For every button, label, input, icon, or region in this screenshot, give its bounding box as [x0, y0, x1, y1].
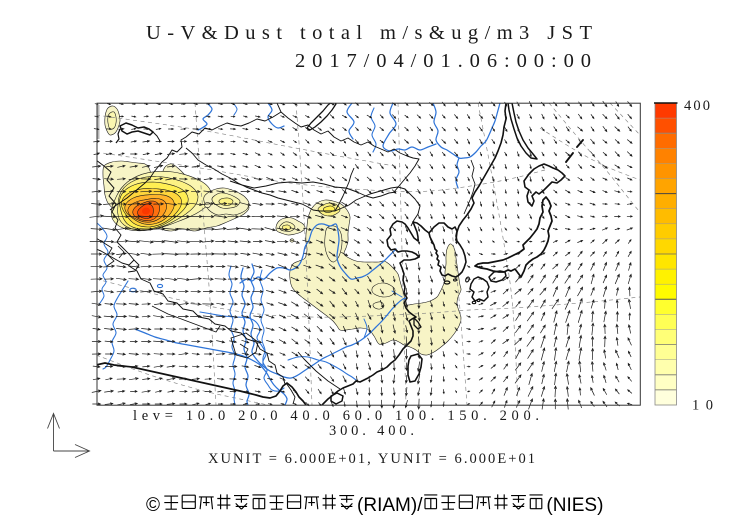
- svg-text:(NIES): (NIES): [546, 495, 603, 516]
- svg-text:U-V&Dust total m/s&ug/m3 JST: U-V&Dust total m/s&ug/m3 JST: [146, 22, 592, 44]
- svg-text:300. 400.: 300. 400.: [329, 423, 414, 439]
- svg-text:2017/04/01.06:00:00: 2017/04/01.06:00:00: [295, 50, 591, 72]
- svg-text:(RIAM)/: (RIAM)/: [357, 495, 423, 516]
- svg-text:©: ©: [146, 495, 160, 516]
- svg-text:400: 400: [684, 98, 710, 114]
